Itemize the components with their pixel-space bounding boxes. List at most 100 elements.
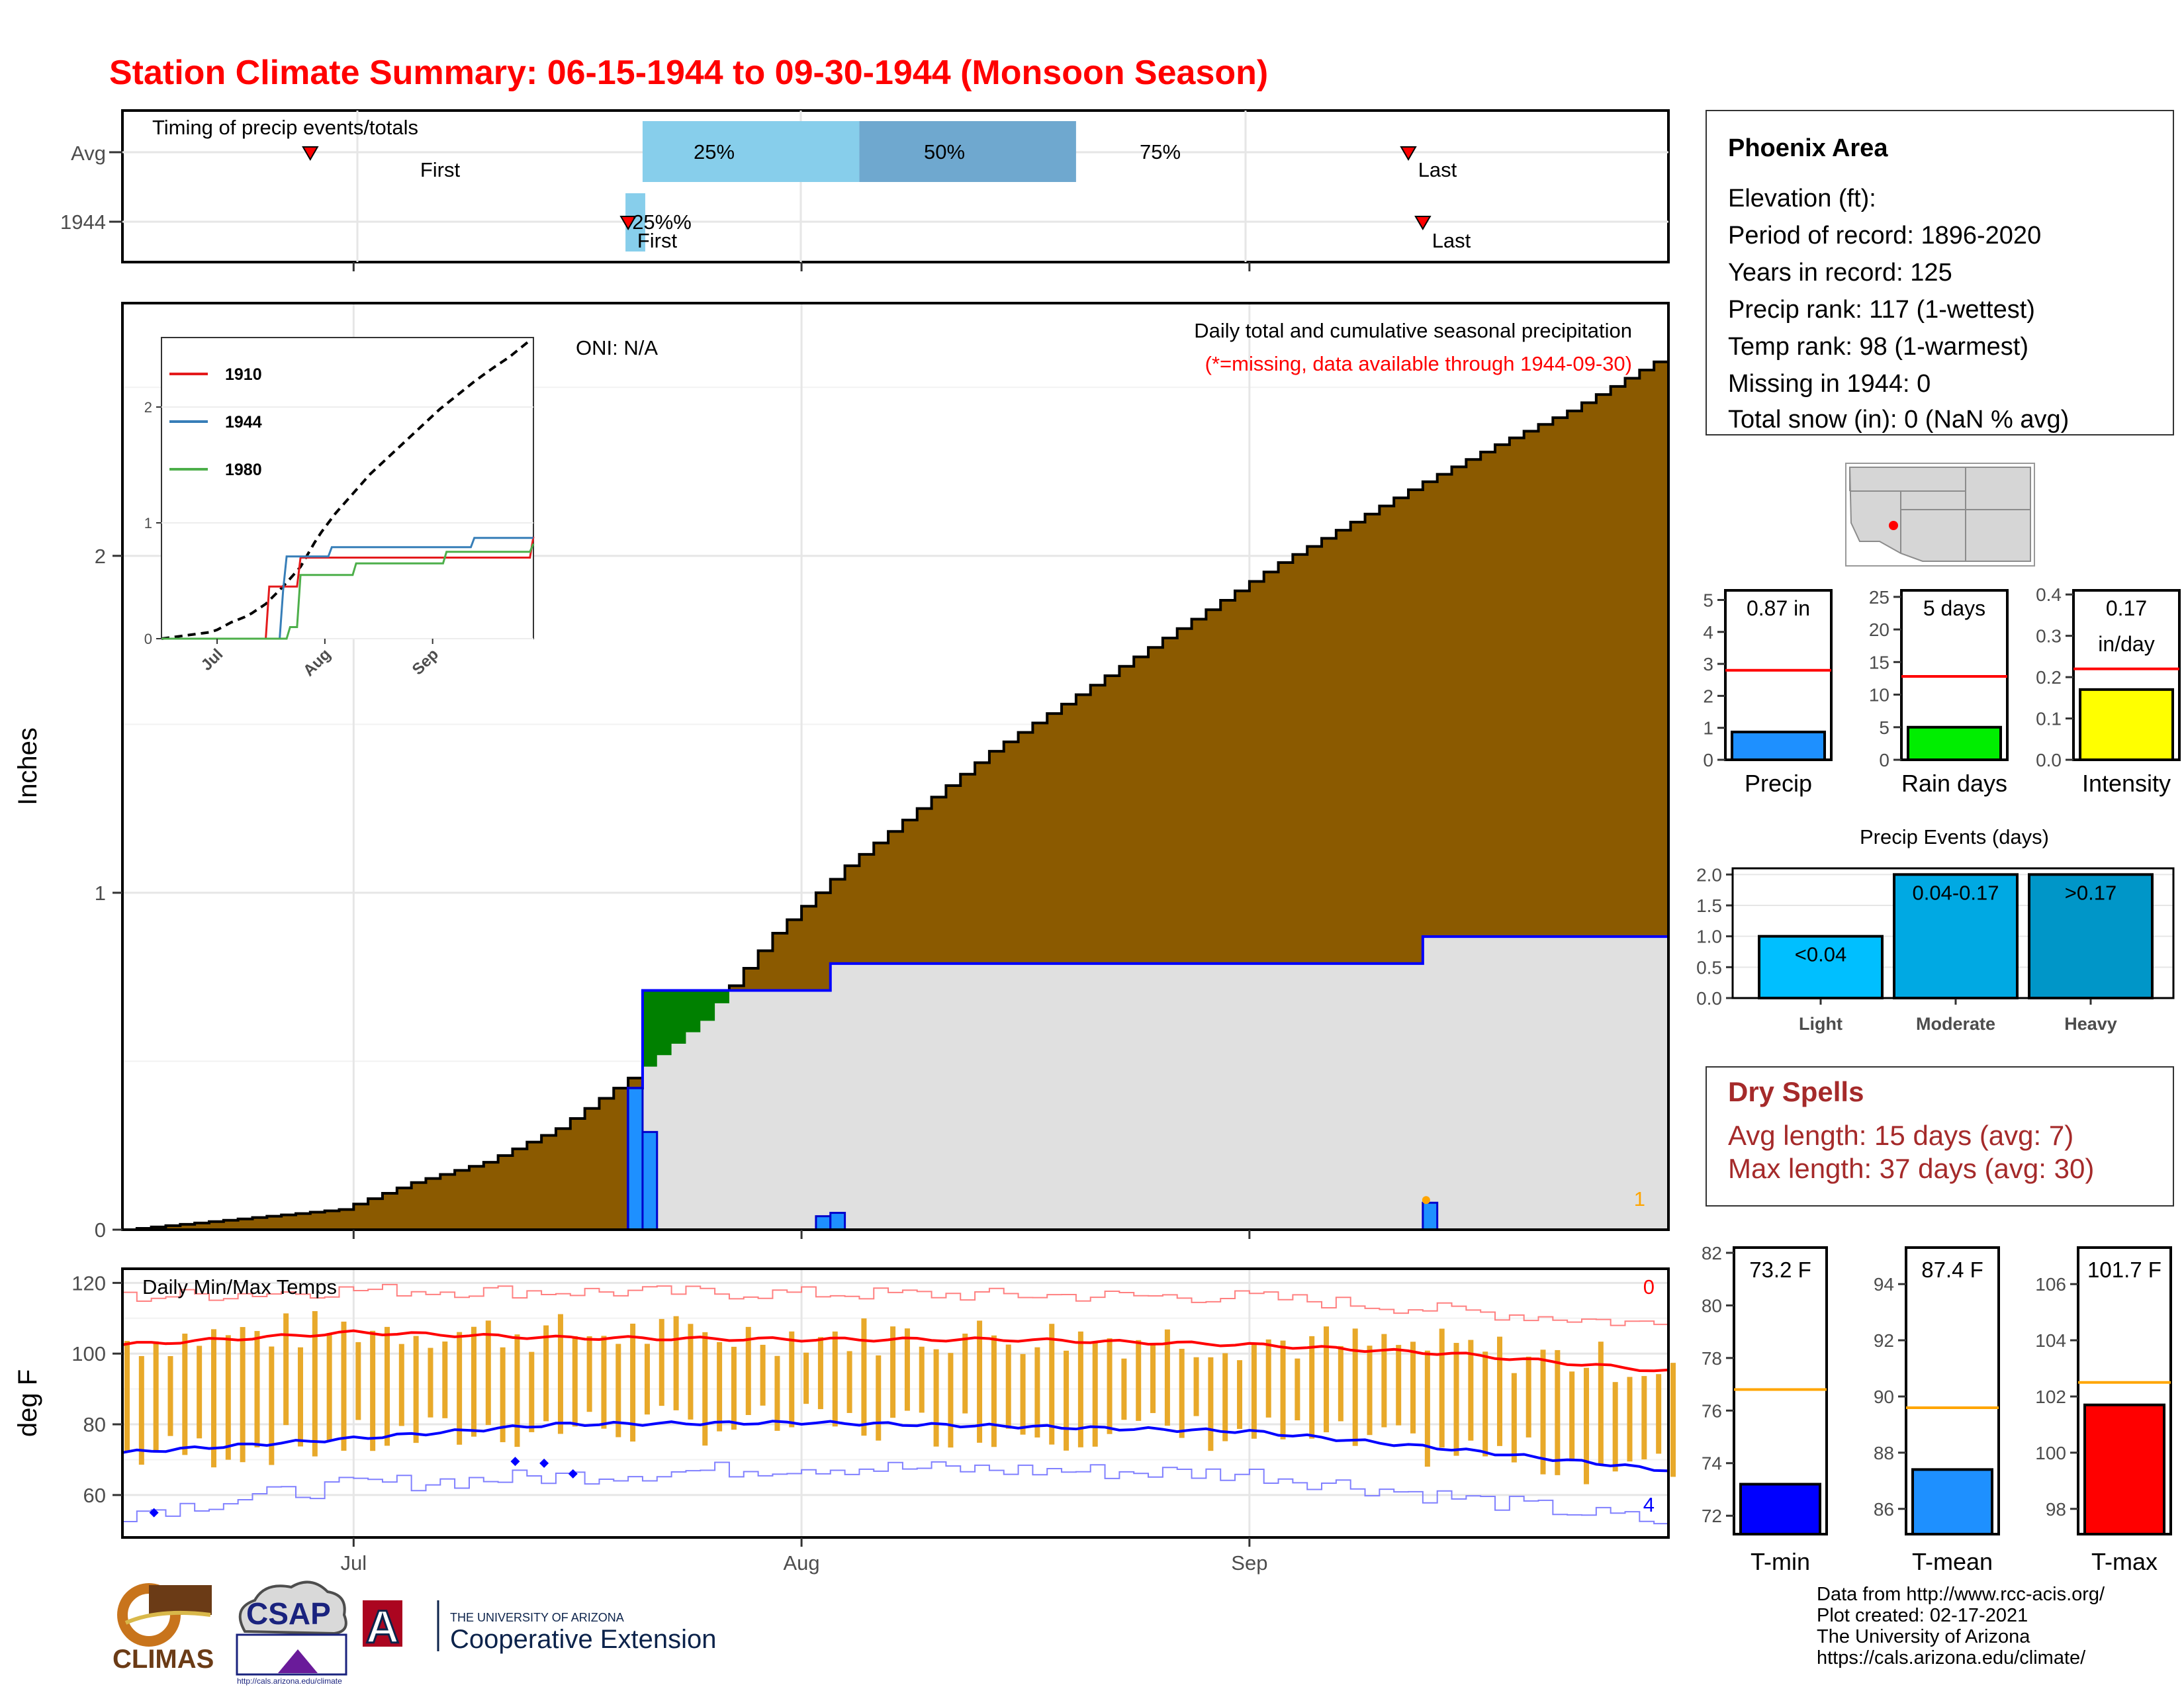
- temp-ytick-label: 120: [71, 1271, 106, 1295]
- daily-temp-bar: [991, 1335, 997, 1447]
- daily-temp-bar: [846, 1351, 852, 1413]
- summary-ytick-label: 2: [1703, 686, 1713, 706]
- inset-legend-label-1910: 1910: [225, 365, 262, 384]
- ua-block-a-bg: [363, 1600, 402, 1647]
- temp-ytick-label: 100: [71, 1342, 106, 1365]
- temp-summary-ytick-label: 102: [2035, 1387, 2066, 1407]
- temp-summary-ytick-label: 88: [1874, 1443, 1894, 1463]
- summary-ytick-label: 0: [1879, 750, 1889, 770]
- daily-temp-bar: [1295, 1358, 1300, 1421]
- summary-value-bar: [1907, 725, 2002, 762]
- daily-temp-bar: [1324, 1326, 1330, 1433]
- summary-value-label: 5 days: [1923, 596, 1985, 620]
- events-category-label: Light: [1799, 1014, 1843, 1034]
- daily-temp-bar: [702, 1332, 708, 1446]
- avg-last-marker: [1400, 146, 1417, 161]
- daily-temp-bar: [760, 1344, 766, 1406]
- inset-ytick-label: 0: [144, 631, 152, 647]
- info-years: Years in record: 125: [1728, 259, 1952, 287]
- daily-temp-bar: [182, 1334, 188, 1455]
- above-average-area: [642, 990, 729, 1067]
- avg-p25-label: 25%: [694, 140, 735, 163]
- daily-temp-bar: [1540, 1349, 1546, 1475]
- daily-temp-bar: [1482, 1351, 1488, 1457]
- summary-ytick-label: 25: [1869, 587, 1889, 608]
- logos: CLIMAS CSAP http://cals.arizona.edu/clim…: [113, 1580, 716, 1686]
- summary-name-label: Precip: [1745, 770, 1812, 797]
- daily-temp-bar: [1208, 1357, 1214, 1451]
- daily-temp-bar: [977, 1320, 983, 1443]
- events-ytick-label: 1.0: [1696, 927, 1722, 947]
- temp-summary-name-label: T-max: [2091, 1548, 2158, 1575]
- daily-temp-bar: [890, 1326, 896, 1418]
- footer-url: https://cals.arizona.edu/climate/: [1817, 1647, 2086, 1668]
- summary-intensity: 0.0 0.1 0.2 0.3 0.4 0.17 in/day Intensity: [2036, 584, 2181, 797]
- climas-logo-text: CLIMAS: [113, 1645, 214, 1674]
- events-category-label: Moderate: [1916, 1014, 1995, 1034]
- y1944-last-label: Last: [1432, 229, 1471, 252]
- daily-temp-bar: [673, 1316, 679, 1410]
- timing-panel: Timing of precip events/totals Avg 1944 …: [60, 109, 1670, 271]
- temp-summary-ytick-label: 92: [1874, 1330, 1894, 1351]
- daily-temp-bar: [210, 1329, 216, 1468]
- daily-temp-bar: [1309, 1336, 1315, 1439]
- average-max-line: [122, 1329, 1669, 1373]
- info-period: Period of record: 1896-2020: [1728, 222, 2041, 250]
- inset-average-line: [161, 339, 531, 640]
- daily-temp-bar: [601, 1336, 607, 1429]
- daily-temp-bar: [630, 1323, 636, 1442]
- record-min-marker: [510, 1457, 520, 1467]
- temp-summary-ytick-label: 106: [2035, 1274, 2066, 1295]
- summary-value-label: in/day: [2098, 632, 2154, 656]
- temp-summary-name-label: T-min: [1751, 1548, 1810, 1575]
- daily-temp-bar: [1034, 1347, 1040, 1438]
- y1944-cumulative-area: [122, 937, 1668, 1230]
- summary-ytick-label: 10: [1869, 685, 1889, 706]
- timing-row-1944: 1944: [60, 210, 106, 234]
- daily-temp-bar: [1338, 1346, 1343, 1422]
- temp-summary-ytick-label: 80: [1702, 1295, 1722, 1316]
- daily-temp-bar: [962, 1334, 968, 1414]
- record-min-marker: [568, 1469, 578, 1479]
- dry-spells-box: Dry Spells Avg length: 15 days (avg: 7) …: [1706, 1066, 2174, 1207]
- daily-temp-bar: [240, 1327, 246, 1463]
- month-label-aug: Aug: [784, 1551, 820, 1575]
- y1944-percent-label: 25%%: [632, 210, 692, 234]
- map-borders: [1849, 467, 2030, 561]
- temp-axis: 60 80 100 120: [71, 1271, 1251, 1547]
- summary-value-label: 0.87 in: [1747, 596, 1810, 620]
- daily-temp-bar: [1453, 1343, 1459, 1456]
- station-name: Phoenix Area: [1728, 134, 1888, 162]
- daily-temp-bar: [500, 1347, 506, 1443]
- daily-temp-bar: [1092, 1341, 1098, 1447]
- daily-temp-bar: [803, 1352, 809, 1404]
- daily-temp-bar: [370, 1330, 376, 1451]
- daily-temp-bar: [731, 1346, 737, 1430]
- daily-temp-bar: [1641, 1376, 1647, 1460]
- daily-temp-bar: [861, 1318, 867, 1436]
- y1944-first-label: First: [637, 229, 678, 252]
- summary-value-bar: [1731, 730, 1826, 762]
- summary-precip: 0 1 2 3 4 5 0.87 in Precip: [1703, 589, 1833, 797]
- temp-summary-ytick-label: 104: [2035, 1330, 2066, 1351]
- daily-temp-bar: [933, 1349, 939, 1447]
- temp-summary-value-label: 73.2 F: [1749, 1257, 1811, 1282]
- daily-temp-bar: [471, 1326, 477, 1437]
- csap-logo: CSAP http://cals.arizona.edu/climate: [236, 1580, 347, 1686]
- daily-precip-bar: [1422, 1201, 1439, 1231]
- station-location-marker: [1889, 521, 1898, 530]
- events-ytick-label: 1.5: [1696, 895, 1722, 916]
- summary-ytick-label: 0: [1703, 750, 1713, 770]
- daily-temp-bar: [1511, 1373, 1517, 1463]
- daily-temp-bar: [457, 1332, 463, 1445]
- footer: Data from http://www.rcc-acis.org/ Plot …: [1817, 1584, 2105, 1668]
- daily-temp-bar: [1569, 1371, 1575, 1461]
- events-bar-light: [1758, 935, 1884, 999]
- daily-temp-bar: [384, 1326, 390, 1446]
- events-content: 0.0 0.5 1.0 1.5 2.0 <0.04 Light 0.04-0.17 Modera…: [1696, 864, 2175, 1034]
- record-max-line: [122, 1283, 1669, 1332]
- daily-temp-bar: [269, 1346, 275, 1465]
- daily-temp-bar: [1352, 1328, 1358, 1446]
- avg-p50-label: 50%: [924, 140, 965, 163]
- temp-summary-ytick-label: 90: [1874, 1387, 1894, 1407]
